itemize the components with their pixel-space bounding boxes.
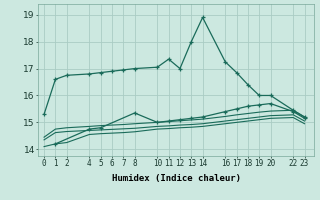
X-axis label: Humidex (Indice chaleur): Humidex (Indice chaleur) [111, 174, 241, 183]
